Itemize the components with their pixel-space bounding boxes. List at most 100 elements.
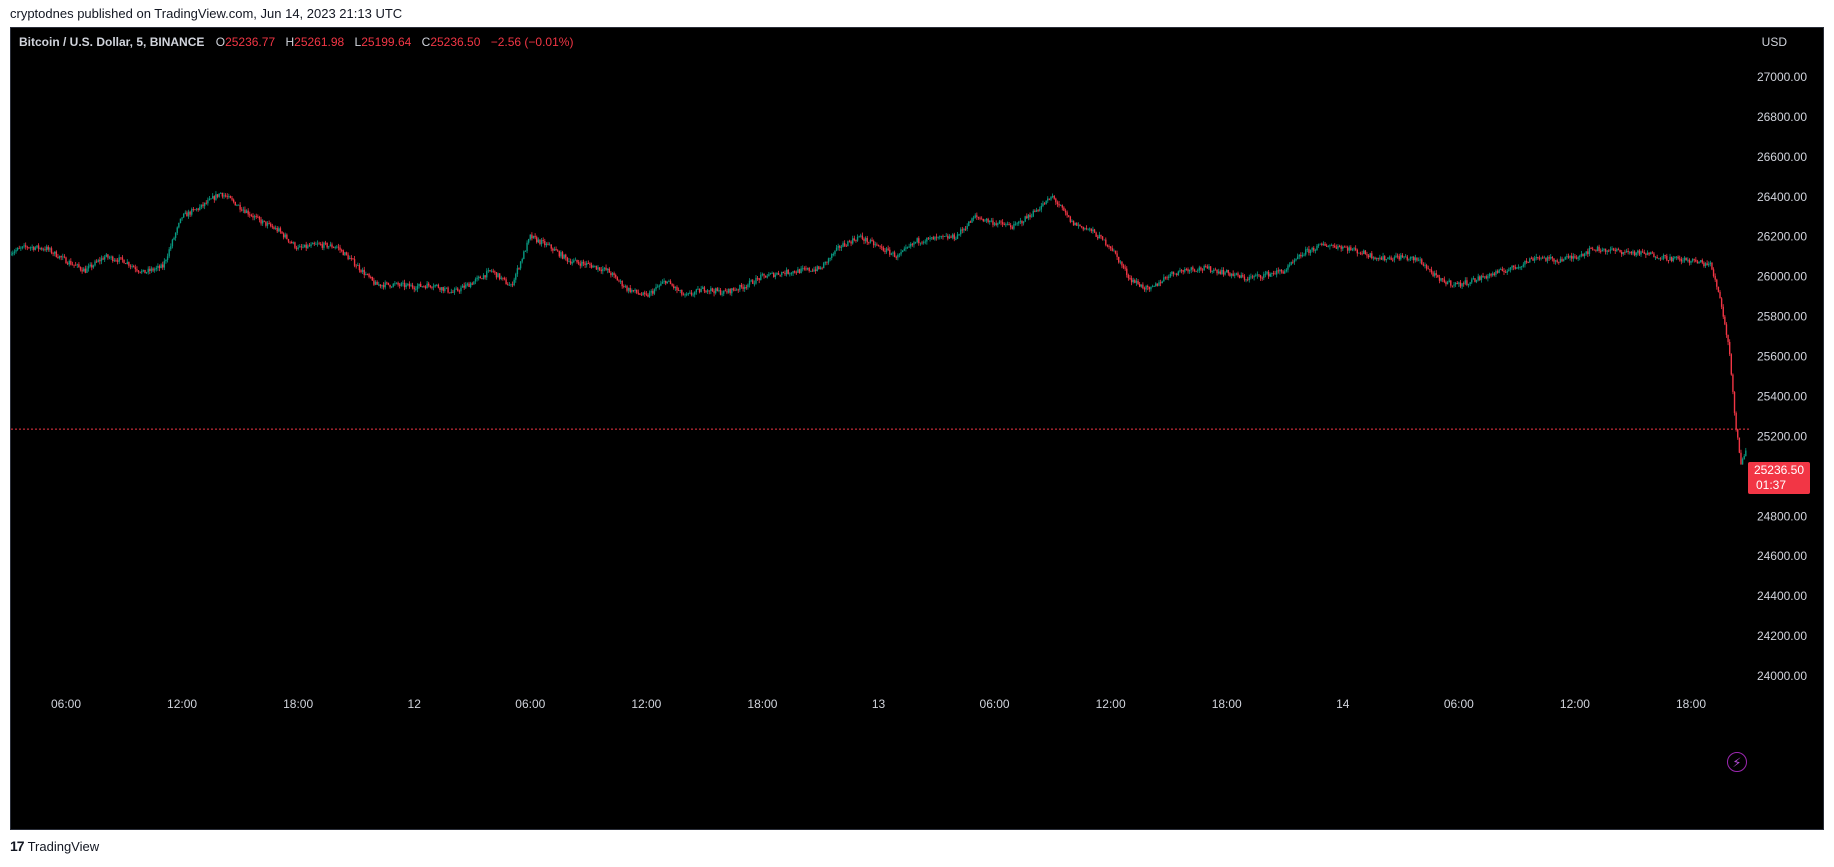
candle-down <box>1216 269 1218 274</box>
symbol-title[interactable]: Bitcoin / U.S. Dollar, 5, BINANCE <box>19 35 205 49</box>
candle-down <box>987 218 989 223</box>
chart-pane[interactable]: 27000.00 26800.00 26600.00 26400.00 26200.00… <box>10 27 1824 830</box>
candle-up <box>440 287 443 291</box>
candle-up <box>68 261 70 265</box>
candle-up <box>1637 250 1639 253</box>
candle-down <box>326 243 328 248</box>
candle-up <box>802 268 804 270</box>
currency-label[interactable]: USD <box>1761 35 1787 49</box>
candle-down <box>598 267 601 270</box>
candle-up <box>182 213 185 218</box>
candle-down <box>33 246 35 250</box>
candle-down <box>1737 429 1739 438</box>
candle-down <box>1437 274 1439 278</box>
candle-up <box>1203 266 1205 271</box>
candle-down <box>352 258 354 260</box>
candle-up <box>768 274 770 277</box>
candle-up <box>731 288 733 294</box>
candle-down <box>745 287 748 288</box>
candle-down <box>241 209 243 211</box>
candle-down <box>1733 391 1736 413</box>
candle-down <box>1122 265 1125 268</box>
candle-up <box>939 236 941 238</box>
candle-down <box>719 289 722 295</box>
candle-up <box>1519 266 1521 268</box>
candle-down <box>1716 279 1718 287</box>
candle-up <box>943 236 946 237</box>
candle-up <box>105 254 108 257</box>
candle-down <box>442 287 444 291</box>
candle-up <box>655 286 657 290</box>
candle-up <box>1103 239 1105 241</box>
candle-up <box>36 245 38 248</box>
candle-down <box>1109 246 1112 249</box>
candle-down <box>1732 374 1734 392</box>
candle-down <box>1142 284 1144 289</box>
candle-up <box>1051 196 1054 198</box>
candlestick-chart[interactable]: 27000.00 26800.00 26600.00 26400.00 26200.00… <box>11 28 1824 830</box>
candle-up <box>1601 249 1604 252</box>
candle-down <box>128 262 130 266</box>
candle-down <box>115 260 117 262</box>
candle-down <box>257 216 259 218</box>
candle-down <box>271 226 274 228</box>
candle-up <box>937 236 939 238</box>
candle-down <box>1532 258 1534 261</box>
candle-down <box>498 273 501 279</box>
candle-down <box>1493 273 1496 275</box>
candle-up <box>1564 256 1566 260</box>
candle-down <box>1185 269 1188 270</box>
candle-up <box>532 235 535 239</box>
symbol-legend[interactable]: Bitcoin / U.S. Dollar, 5, BINANCE O25236… <box>19 35 573 49</box>
candle-up <box>416 286 419 290</box>
candle-up <box>245 210 248 214</box>
candle-up <box>1295 259 1297 261</box>
candle-up <box>329 244 332 247</box>
candle-up <box>1226 269 1228 273</box>
candle-up <box>54 251 56 254</box>
candle-up <box>1379 257 1381 259</box>
candle-down <box>318 243 320 245</box>
candle-down <box>1638 250 1641 255</box>
candle-up <box>624 286 627 287</box>
time-tick-label: 06:00 <box>980 697 1010 711</box>
candle-up <box>1509 267 1512 270</box>
candle-up <box>1683 257 1686 261</box>
candle-down <box>1659 258 1662 260</box>
candle-up <box>1533 258 1536 261</box>
candle-up <box>1498 269 1500 273</box>
candle-up <box>1211 271 1213 272</box>
candle-up <box>1424 265 1426 266</box>
candle-down <box>947 235 949 239</box>
candle-down <box>610 272 612 276</box>
lightning-icon[interactable]: ⚡ <box>1727 752 1747 772</box>
candle-down <box>144 269 146 274</box>
candle-down <box>1321 243 1323 245</box>
candle-down <box>887 248 889 250</box>
candle-up <box>908 246 910 248</box>
candle-down <box>927 237 930 239</box>
candle-up <box>892 252 894 254</box>
candle-down <box>690 292 693 295</box>
candle-up <box>357 265 359 266</box>
candle-down <box>1100 234 1102 237</box>
candle-down <box>811 270 814 272</box>
tradingview-logo[interactable]: 17 TradingView <box>10 838 99 854</box>
candle-down <box>373 280 375 285</box>
candle-up <box>563 254 565 259</box>
candle-up <box>524 251 527 252</box>
candle-down <box>1332 245 1334 247</box>
candle-down <box>324 242 327 244</box>
time-tick-label: 18:00 <box>283 697 313 711</box>
candle-up <box>1213 269 1215 272</box>
candle-down <box>1187 269 1189 272</box>
candle-up <box>1256 274 1259 276</box>
candle-up <box>692 294 694 296</box>
candle-up <box>1255 275 1257 277</box>
candle-down <box>1232 273 1234 276</box>
candle-up <box>378 284 380 286</box>
candle-up <box>500 277 502 279</box>
candle-up <box>207 200 209 204</box>
candle-up <box>1059 205 1062 207</box>
candle-down <box>763 274 765 276</box>
